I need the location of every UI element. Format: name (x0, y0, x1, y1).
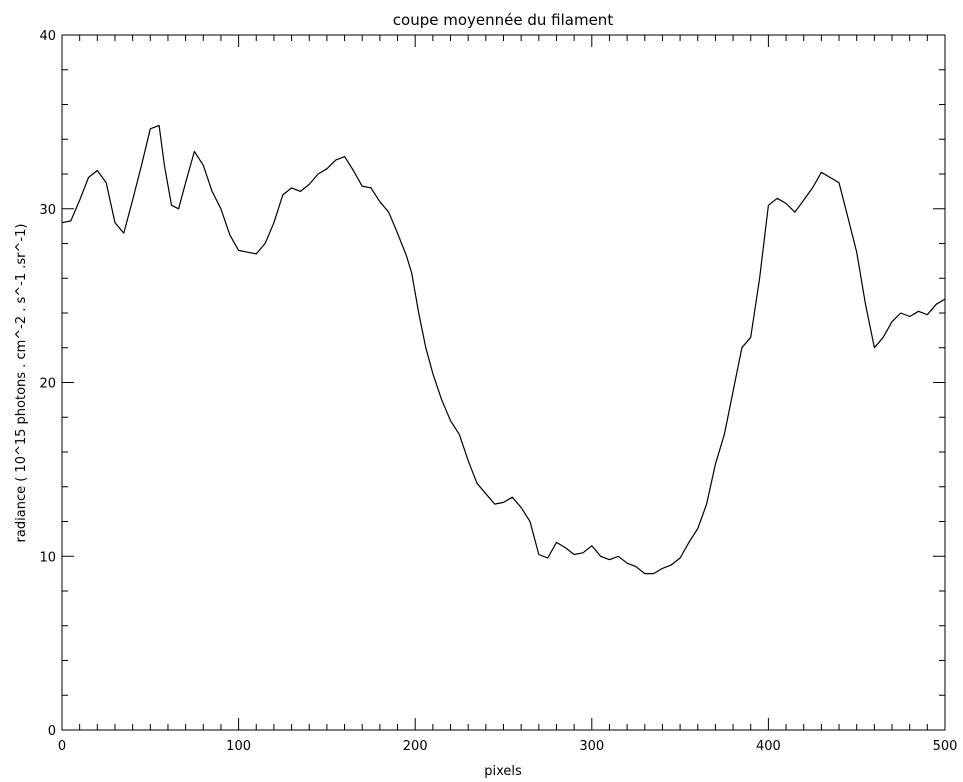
x-tick-label: 300 (579, 739, 604, 754)
y-tick-label: 10 (39, 550, 56, 565)
axes: 0 100 200 300 400 500 0 10 20 30 40 (39, 29, 957, 754)
x-tick-label: 100 (226, 739, 251, 754)
y-tick-label: 40 (39, 29, 56, 44)
x-tick-label: 500 (933, 739, 958, 754)
x-tick-label: 200 (403, 739, 428, 754)
y-tick-label: 20 (39, 377, 56, 392)
y-tick-label: 30 (39, 203, 56, 218)
series-line (61, 124, 946, 575)
y-axis-label: radiance ( 10^15 photons . cm^-2 . s^-1 … (14, 224, 29, 543)
chart-title: coupe moyennée du filament (393, 11, 614, 29)
series-group (61, 124, 946, 575)
x-axis-label: pixels (484, 764, 522, 779)
y-tick-label: 0 (48, 724, 56, 739)
x-tick-label: 400 (756, 739, 781, 754)
x-tick-label: 0 (58, 739, 66, 754)
